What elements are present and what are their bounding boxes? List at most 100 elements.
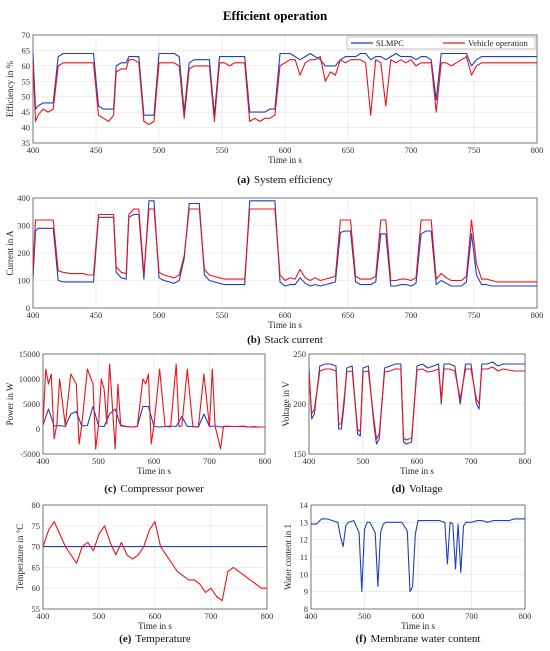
y-tick-label: 65: [22, 45, 31, 55]
y-tick-label: 60: [22, 61, 31, 71]
y-tick-label: 70: [22, 30, 31, 40]
series-group: [43, 363, 265, 450]
x-tick-label: 600: [412, 611, 425, 621]
caption-text: System efficiency: [254, 174, 333, 186]
x-tick-label: 650: [342, 145, 355, 155]
y-tick-label: 50: [22, 92, 31, 102]
x-tick-label: 750: [468, 145, 481, 155]
x-tick-label: 600: [149, 611, 162, 621]
x-tick-label: 500: [153, 145, 166, 155]
caption-text: Membrane water content: [371, 633, 481, 645]
chart-panel-b: 400 450 500 550 600 650 700 750 800 0 100 200 300 400…: [5, 193, 543, 346]
caption-label: (a): [237, 174, 250, 186]
chart-panel-c: 400 500 600 700 800 -5000 0 5000 10000 15000 Time …: [5, 349, 271, 495]
y-tick-label: 15000: [19, 349, 40, 359]
chart-panel-f: 400 500 600 700 800 8 9 10 11 12 13 14 Time in s Wate…: [283, 500, 531, 645]
series-group: [33, 52, 537, 126]
x-tick-label: 800: [259, 456, 272, 466]
y-tick-label: 9: [304, 587, 308, 597]
chart-panel-e: 400 500 600 700 800 55 60 65 70 75 80 Time in s Temp…: [15, 500, 273, 645]
caption-label: (d): [392, 483, 406, 495]
y-tick-label: 45: [22, 107, 31, 117]
legend-label: SLMPC: [376, 38, 404, 48]
x-tick-label: 600: [279, 145, 292, 155]
x-tick-label: 500: [153, 310, 166, 320]
caption-text: Voltage: [409, 483, 443, 495]
legend-box: [346, 36, 536, 50]
series-group: [309, 361, 525, 445]
legend: SLMPC Vehicle operation: [346, 36, 536, 50]
panel-caption: (e) Temperature: [119, 633, 191, 645]
y-tick-label: 200: [17, 248, 30, 258]
x-tick-label: 550: [216, 310, 229, 320]
x-tick-label: 800: [531, 145, 544, 155]
x-tick-label: 450: [90, 145, 103, 155]
plot-frame: [310, 504, 526, 610]
y-tick-label: 40: [22, 123, 31, 133]
plot-frame: [42, 353, 266, 455]
panel-caption: (a) System efficiency: [237, 174, 333, 186]
caption-label: (b): [247, 334, 261, 346]
x-tick-label: 400: [303, 456, 316, 466]
caption-label: (e): [119, 633, 132, 645]
y-axis-label: Water content in 1: [283, 524, 293, 590]
plot-frame: [32, 197, 538, 309]
x-axis-label: Time in s: [400, 466, 434, 476]
y-tick-label: -5000: [20, 449, 40, 459]
plot-frame: [308, 353, 526, 455]
series-line-vehicle-operation: [43, 363, 265, 450]
panel-caption: (b) Stack current: [247, 334, 323, 346]
x-tick-label: 500: [358, 611, 371, 621]
y-tick-label: 11: [300, 552, 308, 562]
y-tick-label: 14: [300, 500, 309, 510]
x-tick-label: 800: [519, 456, 532, 466]
y-tick-label: 150: [293, 449, 306, 459]
x-tick-label: 700: [203, 456, 216, 466]
x-axis-label: Time in s: [138, 621, 172, 631]
x-tick-label: 800: [531, 310, 544, 320]
y-tick-label: 13: [300, 517, 309, 527]
x-tick-label: 400: [305, 611, 318, 621]
y-tick-label: 10: [300, 569, 309, 579]
x-axis-label: Time in s: [268, 155, 302, 165]
x-tick-label: 400: [27, 310, 40, 320]
y-tick-label: 5000: [23, 399, 40, 409]
x-tick-label: 700: [405, 145, 418, 155]
x-axis-label: Time in s: [401, 621, 435, 631]
x-tick-label: 700: [205, 611, 218, 621]
series-line-slmpc: [309, 361, 525, 445]
y-tick-label: 400: [17, 193, 30, 203]
y-axis-label: Voltage in V: [281, 381, 291, 427]
series-line-slmpc: [311, 518, 525, 593]
y-axis-label: Power in W: [5, 382, 15, 425]
x-tick-label: 750: [468, 310, 481, 320]
y-tick-label: 80: [32, 500, 41, 510]
y-tick-label: 12: [300, 535, 309, 545]
x-tick-label: 700: [465, 611, 478, 621]
x-tick-label: 400: [37, 456, 50, 466]
chart-panel-a: 400 450 500 550 600 650 700 750 800 35 40 45 50 55 60 6…: [5, 30, 543, 186]
y-axis-label: Temperature in °C: [15, 524, 25, 590]
chart-panel-d: 400 500 600 700 800 150 200 250 Time in s Voltage…: [281, 349, 531, 495]
y-tick-label: 300: [17, 221, 30, 231]
x-tick-label: 700: [405, 310, 418, 320]
y-tick-label: 65: [32, 562, 41, 572]
caption-label: (c): [104, 483, 117, 495]
y-tick-label: 100: [17, 276, 30, 286]
plot-frame: [42, 504, 268, 610]
x-tick-label: 500: [357, 456, 370, 466]
y-tick-label: 55: [22, 76, 31, 86]
series-line-vehicle-operation: [33, 208, 537, 283]
y-tick-label: 35: [22, 138, 31, 148]
x-tick-label: 800: [519, 611, 532, 621]
panel-caption: (f) Membrane water content: [356, 633, 481, 645]
y-tick-label: 0: [36, 424, 40, 434]
x-tick-label: 600: [411, 456, 424, 466]
y-tick-label: 60: [32, 583, 41, 593]
caption-text: Stack current: [265, 334, 323, 346]
y-tick-label: 8: [304, 604, 308, 614]
plot-frame: [32, 34, 538, 144]
panel-caption: (c) Compressor power: [104, 483, 204, 495]
